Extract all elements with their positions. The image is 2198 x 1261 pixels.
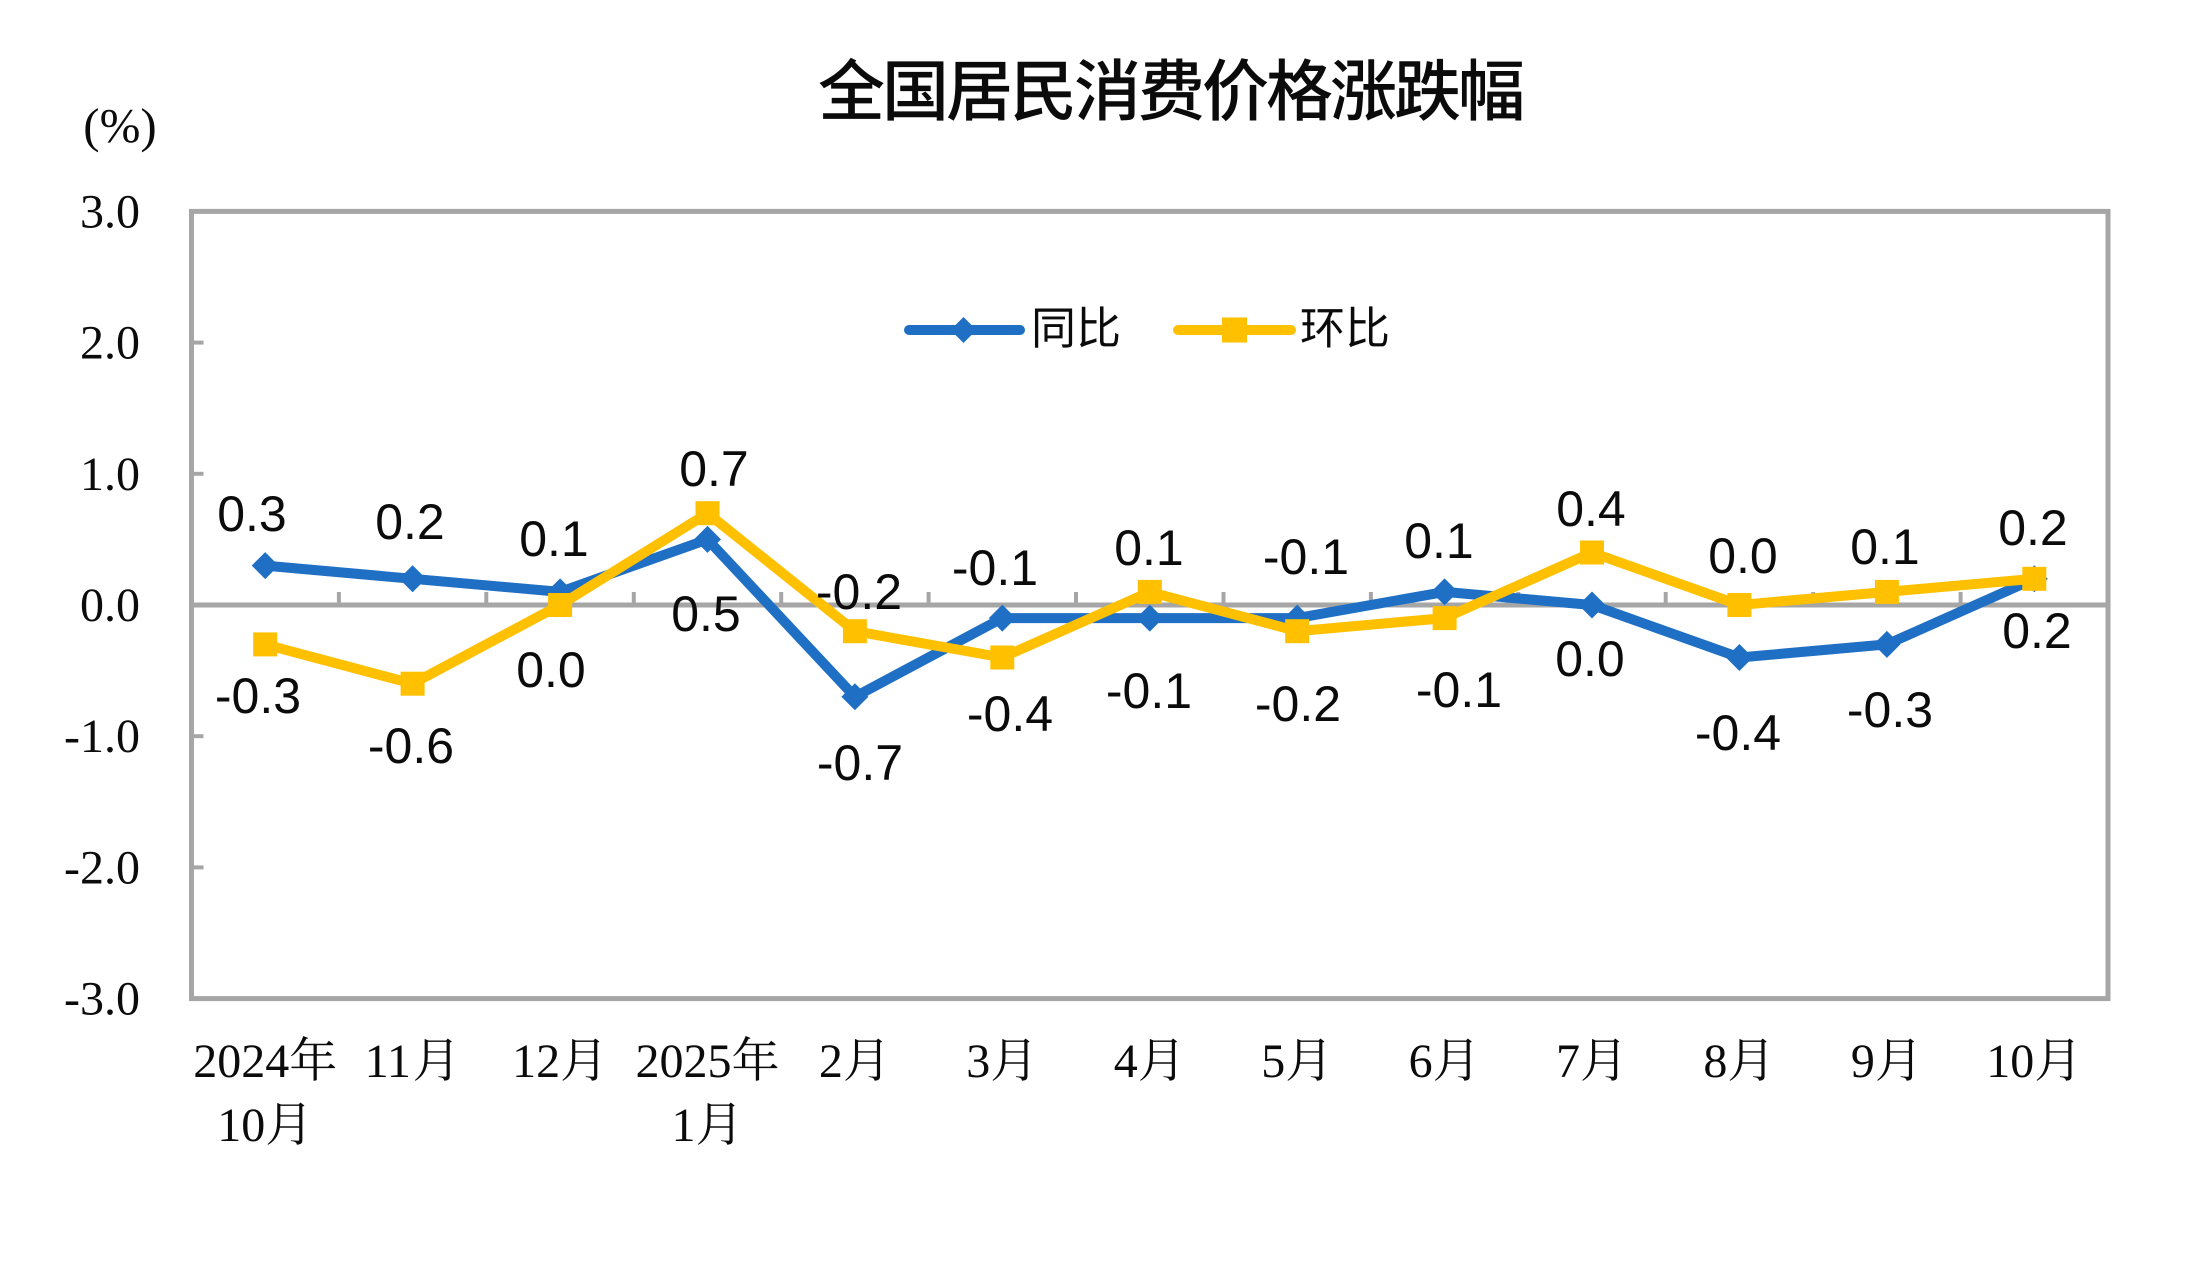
svg-text:2024: 2024: [193, 1035, 289, 1088]
svg-text:0.4: 0.4: [1556, 481, 1626, 537]
svg-text:7: 7: [1556, 1035, 1580, 1088]
svg-text:0.1: 0.1: [519, 511, 589, 567]
svg-text:-3.0: -3.0: [64, 973, 140, 1026]
svg-text:2025: 2025: [636, 1035, 732, 1088]
svg-text:-0.2: -0.2: [1255, 676, 1341, 732]
svg-text:-0.1: -0.1: [952, 540, 1038, 596]
svg-text:0.0: 0.0: [1555, 631, 1625, 687]
svg-text:0.5: 0.5: [671, 586, 741, 642]
svg-text:5: 5: [1261, 1035, 1285, 1088]
svg-text:-0.4: -0.4: [967, 686, 1053, 742]
svg-text:2: 2: [819, 1035, 843, 1088]
svg-text:-1.0: -1.0: [64, 710, 140, 763]
svg-text:8: 8: [1703, 1035, 1727, 1088]
svg-text:-0.4: -0.4: [1695, 705, 1781, 761]
svg-text:0.0: 0.0: [80, 579, 140, 632]
svg-text:0.0: 0.0: [1708, 528, 1778, 584]
svg-text:0.2: 0.2: [2002, 603, 2072, 659]
svg-text:3.0: 3.0: [80, 185, 140, 238]
svg-text:-0.6: -0.6: [368, 718, 454, 774]
svg-text:(%): (%): [83, 98, 156, 153]
svg-text:0.7: 0.7: [679, 441, 749, 497]
svg-text:-0.1: -0.1: [1106, 663, 1192, 719]
svg-text:-0.1: -0.1: [1263, 529, 1349, 585]
svg-text:1.0: 1.0: [80, 448, 140, 501]
svg-text:-0.3: -0.3: [1847, 682, 1933, 738]
svg-text:0.1: 0.1: [1114, 520, 1184, 576]
svg-text:2.0: 2.0: [80, 317, 140, 370]
svg-text:0.3: 0.3: [217, 486, 287, 542]
svg-text:-0.7: -0.7: [817, 735, 903, 791]
svg-text:0.2: 0.2: [1998, 500, 2068, 556]
svg-text:0.2: 0.2: [375, 494, 445, 550]
svg-text:6: 6: [1409, 1035, 1433, 1088]
svg-text:0.0: 0.0: [516, 642, 586, 698]
svg-text:9: 9: [1851, 1035, 1875, 1088]
svg-text:-0.2: -0.2: [816, 564, 902, 620]
svg-text:10: 10: [1986, 1035, 2034, 1088]
svg-text:11: 11: [365, 1035, 411, 1088]
svg-text:-2.0: -2.0: [64, 841, 140, 894]
svg-text:1: 1: [672, 1099, 696, 1152]
svg-text:12: 12: [512, 1035, 560, 1088]
svg-text:3: 3: [966, 1035, 990, 1088]
svg-text:10: 10: [217, 1099, 265, 1152]
svg-text:-0.3: -0.3: [215, 668, 301, 724]
svg-text:4: 4: [1114, 1035, 1138, 1088]
svg-text:0.1: 0.1: [1404, 513, 1474, 569]
svg-text:-0.1: -0.1: [1416, 662, 1502, 718]
svg-text:0.1: 0.1: [1850, 519, 1920, 575]
